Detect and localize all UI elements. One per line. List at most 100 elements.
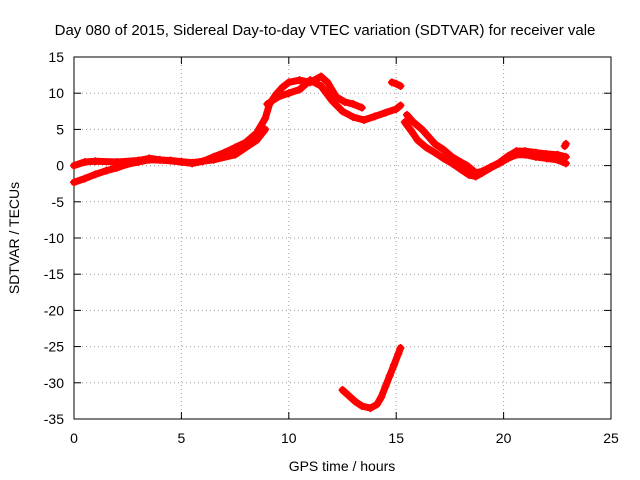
data-point: [91, 157, 100, 166]
y-tick-label: -35: [44, 411, 64, 427]
data-point: [261, 125, 270, 134]
data-point: [430, 148, 439, 157]
data-point: [439, 145, 448, 154]
data-point: [400, 118, 409, 127]
y-tick-label: 0: [56, 158, 64, 174]
data-point: [231, 143, 240, 152]
data-point: [396, 81, 405, 90]
data-point: [377, 393, 386, 402]
data-point: [241, 143, 250, 152]
data-point: [317, 81, 326, 90]
data-point: [402, 110, 411, 119]
data-point: [351, 397, 360, 406]
series-track-negative-arc: [338, 344, 405, 413]
data-point: [70, 178, 78, 187]
data-point: [387, 78, 396, 87]
data-point: [394, 349, 403, 358]
data-point: [486, 163, 495, 172]
data-point: [417, 125, 426, 134]
y-tick-label: 10: [48, 85, 64, 101]
data-point: [561, 159, 570, 168]
data-point: [317, 72, 326, 81]
series-track-end-marks: [560, 139, 570, 151]
data-point: [112, 163, 121, 172]
data-point: [392, 79, 401, 88]
data-point: [134, 157, 143, 166]
data-point: [553, 155, 562, 164]
data-point: [344, 391, 353, 400]
data-point: [366, 404, 375, 413]
data-point: [70, 161, 78, 170]
data-point: [284, 78, 293, 87]
y-tick-label: -5: [52, 194, 65, 210]
data-point: [392, 105, 401, 114]
data-point: [456, 157, 465, 166]
data-series: [70, 72, 570, 413]
data-point: [407, 126, 416, 135]
data-point: [323, 78, 332, 87]
chart-title: Day 080 of 2015, Sidereal Day-to-day VTE…: [55, 22, 596, 39]
x-axis-label: GPS time / hours: [289, 458, 396, 474]
x-tick-label: 25: [603, 430, 619, 446]
data-point: [338, 107, 347, 116]
y-tick-label: 5: [56, 121, 64, 137]
data-point: [424, 132, 433, 141]
data-point: [396, 101, 405, 110]
data-point: [338, 386, 347, 395]
data-point: [295, 76, 304, 85]
data-point: [471, 172, 480, 181]
data-point: [145, 155, 154, 164]
data-point: [91, 170, 100, 179]
data-point: [359, 115, 368, 124]
x-tick-label: 10: [281, 430, 297, 446]
data-point: [102, 166, 111, 175]
y-tick-label: -30: [44, 375, 64, 391]
data-point: [278, 83, 287, 92]
series-line: [70, 125, 269, 186]
series-line: [401, 118, 570, 180]
y-tick-label: -20: [44, 302, 64, 318]
series-track-midday: [263, 76, 405, 124]
series-track-lower-morning: [70, 125, 270, 187]
series-track-short-15h: [387, 78, 405, 90]
series-line: [403, 111, 570, 177]
data-point: [261, 114, 270, 123]
data-point: [503, 154, 512, 163]
data-point: [560, 142, 569, 151]
data-point: [188, 158, 197, 167]
data-point: [357, 103, 366, 112]
data-point: [381, 108, 390, 117]
x-tick-label: 5: [178, 430, 186, 446]
series-line: [339, 344, 404, 412]
data-point: [456, 165, 465, 174]
data-point: [349, 113, 358, 122]
y-tick-label: -15: [44, 266, 64, 282]
data-point: [385, 371, 394, 380]
data-point: [495, 159, 504, 168]
data-point: [439, 154, 448, 163]
data-point: [372, 400, 381, 409]
data-point: [465, 171, 474, 180]
data-point: [166, 156, 175, 165]
data-point: [357, 401, 366, 410]
data-point: [430, 139, 439, 148]
data-point: [521, 150, 530, 159]
data-point: [327, 96, 336, 105]
data-point: [390, 360, 399, 369]
data-point: [231, 150, 240, 159]
data-point: [349, 100, 358, 109]
axis-ticks: 15 10 5 0 -5 -10 -15 -20 -25 -30 -35 0 5 10 15 20 25: [44, 49, 619, 446]
x-tick-label: 20: [496, 430, 512, 446]
data-point: [531, 152, 540, 161]
grid: [74, 57, 611, 419]
series-line: [70, 73, 366, 170]
data-point: [512, 150, 521, 159]
y-axis-label: SDTVAR / TECUs: [6, 182, 22, 294]
data-point: [396, 344, 405, 353]
y-tick-label: -25: [44, 339, 64, 355]
data-point: [542, 154, 551, 163]
data-point: [340, 97, 349, 106]
data-point: [274, 92, 283, 101]
x-tick-label: 0: [70, 430, 78, 446]
